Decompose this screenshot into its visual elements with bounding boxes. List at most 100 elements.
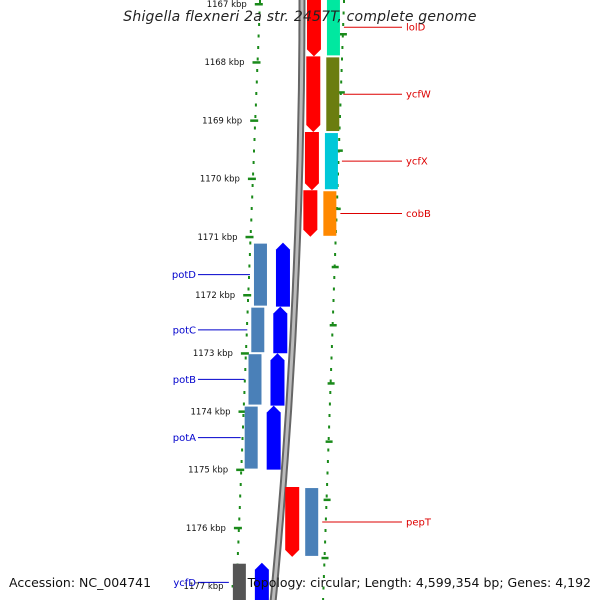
scale-dot-right: [327, 448, 330, 452]
scale-label: 1170 kbp: [200, 175, 240, 185]
gene-arrow-forward: [306, 0, 321, 57]
scale-dot-right: [324, 517, 327, 521]
scale-dot-left: [242, 402, 245, 406]
scale-dot-right: [336, 195, 339, 199]
scale-dot-right: [331, 322, 334, 325]
scale-dot-right: [326, 471, 329, 475]
scale-dot-right: [330, 345, 333, 348]
scale-label: 1175 kbp: [188, 466, 228, 476]
gene-arrow-reverse: [273, 306, 288, 354]
gene-label: potC: [173, 325, 196, 336]
scale-dot-right: [341, 34, 344, 38]
gene-category-bar: [326, 0, 340, 56]
gene-arrow-forward: [285, 487, 300, 557]
scale-dot-right: [327, 437, 330, 440]
scale-tick-right: [331, 265, 339, 269]
scale-tick-right: [325, 440, 333, 443]
scale-dot-left: [255, 80, 258, 84]
scale-dot-left: [254, 103, 257, 107]
scale-label: 1173 kbp: [193, 349, 233, 359]
scale-dot-left: [237, 540, 240, 544]
gene-category-bar: [326, 57, 340, 132]
scale-tick-left: [250, 119, 259, 122]
scale-dot-right: [330, 356, 333, 360]
scale-dot-left: [256, 57, 259, 61]
gene-label: ycfX: [406, 157, 428, 168]
scale-tick-left: [252, 61, 261, 64]
scale-dot-right: [325, 506, 328, 509]
scale-label: 1171 kbp: [197, 233, 237, 243]
scale-dot-left: [246, 310, 249, 314]
scale-dot-left: [239, 483, 242, 486]
scale-dot-left: [248, 276, 250, 279]
scale-dot-right: [323, 552, 326, 555]
scale-dot-left: [254, 115, 257, 118]
gene-category-bar: [251, 307, 265, 353]
scale-label: 1176 kbp: [186, 524, 226, 534]
scale-dot-right: [339, 103, 342, 107]
gene-category-bar: [244, 406, 258, 469]
gene-category-bar: [323, 191, 337, 236]
scale-dot-left: [243, 391, 246, 394]
scale-label: 1168 kbp: [204, 58, 244, 68]
scale-tick-right: [339, 33, 347, 36]
scale-dot-right: [337, 172, 339, 176]
scale-dot-left: [250, 207, 253, 210]
scale-label: 1177 kbp: [184, 582, 224, 592]
gene-label: ycfD: [173, 578, 196, 589]
gene-arrow-reverse: [270, 353, 285, 406]
scale-tick-left: [247, 177, 256, 181]
scale-tick-right: [327, 382, 335, 385]
scale-dot-right: [324, 540, 327, 544]
scale-tick-right: [337, 91, 345, 94]
scale-dot-right: [329, 379, 332, 383]
scale-tick-left: [233, 526, 242, 530]
gene-label: ycfW: [406, 90, 431, 101]
scale-dot-left: [259, 0, 261, 3]
scale-dot-right: [334, 253, 337, 256]
scale-tick-left: [243, 294, 252, 297]
scale-dot-right: [342, 11, 345, 15]
gene-arrow-forward: [303, 190, 318, 237]
scale-dot-right: [335, 218, 338, 222]
scale-dot-left: [255, 92, 258, 95]
gene-category-bar: [253, 243, 267, 306]
scale-dot-left: [237, 529, 240, 532]
scale-dot-right: [322, 575, 325, 578]
scale-tick-right: [329, 324, 337, 327]
gene-category-bar: [305, 488, 319, 556]
scale-dot-right: [330, 368, 333, 371]
scale-dot-right: [332, 299, 335, 302]
gene-label: cobB: [406, 209, 431, 220]
scale-dot-left: [242, 414, 245, 417]
scale-dot-right: [328, 402, 331, 406]
scale-dot-right: [328, 414, 331, 417]
scale-dot-left: [252, 172, 255, 176]
scale-dot-right: [340, 80, 343, 84]
scale-dot-left: [253, 149, 255, 153]
scale-dot-right: [338, 126, 341, 130]
scale-dot-right: [328, 425, 331, 429]
scale-dot-right: [332, 310, 335, 314]
scale-dot-left: [245, 345, 248, 348]
scale-dot-right: [332, 287, 335, 291]
scale-dot-left: [253, 138, 256, 141]
scale-dot-right: [326, 460, 329, 463]
scale-label: 1169 kbp: [202, 116, 242, 126]
scale-dot-right: [339, 115, 341, 118]
gene-arrow-forward: [304, 132, 319, 191]
scale-dot-right: [340, 69, 343, 72]
scale-dot-left: [256, 69, 259, 72]
scale-dot-right: [333, 276, 336, 279]
scale-dot-left: [258, 11, 261, 15]
gene-category-bar: [248, 354, 262, 405]
scale-dot-left: [244, 368, 247, 371]
scale-dot-left: [238, 517, 241, 521]
accession-text: Accession: NC_004741: [9, 575, 152, 590]
scale-tick-right: [321, 556, 329, 560]
scale-dot-left: [240, 471, 243, 475]
scale-dot-left: [250, 218, 253, 222]
map-title: Shigella flexneri 2a str. 2457T, complet…: [123, 9, 477, 25]
scale-dot-left: [249, 241, 252, 245]
